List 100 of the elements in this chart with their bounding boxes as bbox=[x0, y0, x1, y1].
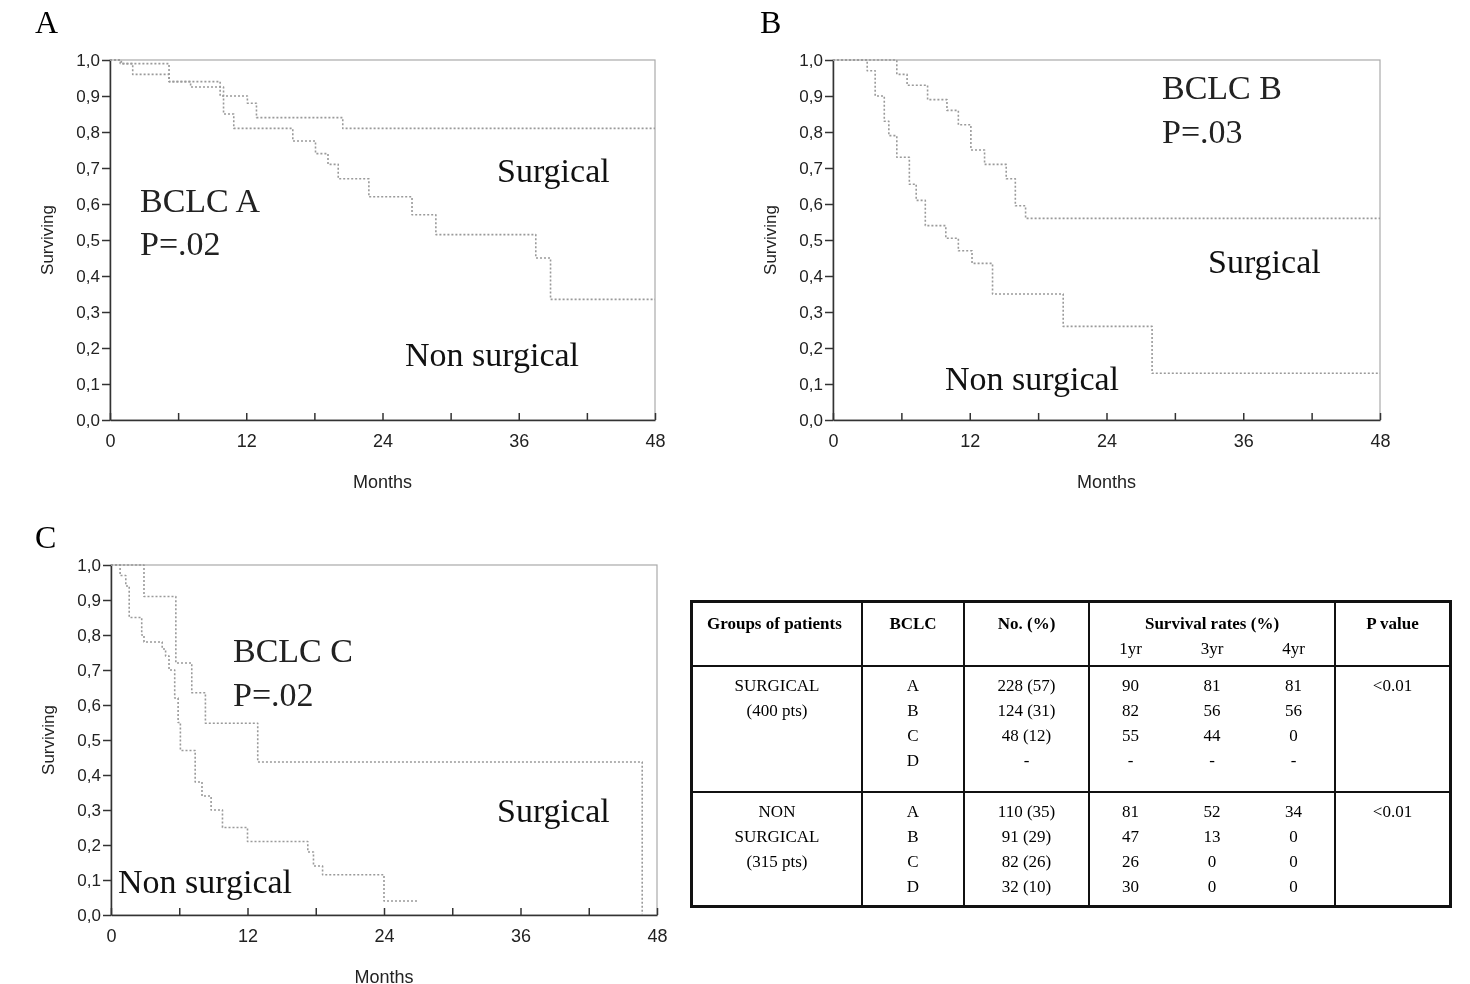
text: 0 bbox=[1207, 852, 1217, 871]
text: 124 (31) bbox=[997, 701, 1056, 720]
text: SURGICAL bbox=[734, 676, 820, 695]
text: 32 (10) bbox=[1001, 877, 1052, 896]
x-tick-label: 0 bbox=[105, 430, 116, 451]
y-tick-label: 0,2 bbox=[76, 338, 100, 358]
y-tick-label: 0,1 bbox=[799, 374, 823, 394]
y-tick-label: 1,0 bbox=[77, 555, 101, 575]
y-tick-label: 0,7 bbox=[799, 158, 823, 178]
y-axis-title: Surviving bbox=[761, 205, 780, 275]
x-tick-label: 12 bbox=[237, 925, 259, 946]
x-tick-label: 0 bbox=[106, 925, 117, 946]
text: 228 (57) bbox=[997, 676, 1056, 695]
y-tick-label: 0,3 bbox=[799, 302, 823, 322]
annotation: BCLC B bbox=[1162, 69, 1282, 106]
y-tick-label: 0,8 bbox=[77, 625, 101, 645]
x-tick-label: 0 bbox=[828, 430, 839, 451]
y-tick-label: 0,5 bbox=[76, 230, 100, 250]
x-axis-title: Months bbox=[1076, 472, 1137, 492]
y-tick-label: 0,6 bbox=[77, 695, 101, 715]
text: NON bbox=[758, 802, 796, 821]
text: 0 bbox=[1289, 726, 1298, 745]
y-tick-label: 0,0 bbox=[77, 905, 101, 925]
text: 0 bbox=[1207, 877, 1217, 896]
series-label: Non surgical bbox=[405, 336, 580, 373]
y-tick-label: 0,7 bbox=[76, 158, 100, 178]
text: 91 (29) bbox=[1001, 827, 1052, 846]
y-tick-label: 0,0 bbox=[799, 410, 823, 430]
text: D bbox=[906, 877, 920, 896]
text: 56 bbox=[1285, 701, 1302, 720]
y-tick-label: 0,0 bbox=[76, 410, 100, 430]
text: 0 bbox=[1289, 852, 1298, 871]
chart-title: C bbox=[35, 519, 57, 555]
x-tick-label: 48 bbox=[647, 925, 668, 946]
x-tick-label: 48 bbox=[645, 430, 666, 451]
y-tick-label: 0,8 bbox=[76, 122, 100, 142]
y-tick-label: 0,5 bbox=[77, 730, 101, 750]
y-tick-label: 0,4 bbox=[76, 266, 100, 286]
category-label: 1yr bbox=[1118, 638, 1143, 660]
annotation: BCLC C bbox=[233, 632, 353, 669]
text: B bbox=[907, 827, 919, 846]
y-tick-label: 1,0 bbox=[76, 50, 100, 70]
category-label: P value bbox=[1365, 613, 1420, 635]
x-tick-label: 48 bbox=[1370, 430, 1391, 451]
text: D bbox=[906, 751, 920, 770]
text: C bbox=[907, 852, 919, 871]
text: (315 pts) bbox=[746, 852, 808, 871]
y-tick-label: 0,6 bbox=[799, 194, 823, 214]
category-label: No. (%) bbox=[964, 601, 1089, 666]
text: <0.01 bbox=[1372, 802, 1413, 821]
y-axis-title: Surviving bbox=[38, 205, 57, 275]
category-label: 3yr bbox=[1199, 638, 1225, 660]
category-label: 4yr bbox=[1253, 636, 1335, 666]
chart-title: B bbox=[760, 4, 782, 40]
chart-title: A bbox=[35, 4, 59, 40]
text: - bbox=[1209, 751, 1215, 770]
x-tick-label: 24 bbox=[374, 925, 395, 946]
annotation: BCLC A bbox=[140, 182, 261, 219]
text: 48 (12) bbox=[1001, 726, 1052, 745]
text: Survival rates (%) bbox=[1089, 601, 1335, 636]
y-tick-label: 0,1 bbox=[76, 374, 100, 394]
series-label: Surgical bbox=[1208, 243, 1321, 280]
x-tick-label: 36 bbox=[1233, 430, 1254, 451]
y-tick-label: 0,6 bbox=[76, 194, 100, 214]
category-label: BCLC bbox=[862, 601, 964, 666]
y-tick-label: 0,4 bbox=[77, 765, 101, 785]
text: 0 bbox=[1289, 877, 1298, 896]
text: 110 (35) bbox=[997, 802, 1056, 821]
text: A bbox=[906, 802, 920, 821]
x-tick-label: 36 bbox=[510, 925, 532, 946]
y-tick-label: 0,2 bbox=[799, 338, 823, 358]
x-axis-title: Months bbox=[352, 472, 413, 492]
x-tick-label: 24 bbox=[372, 430, 394, 451]
text: 52 bbox=[1203, 802, 1221, 821]
series-label: Surgical bbox=[497, 152, 610, 189]
y-tick-label: 0,1 bbox=[77, 870, 101, 890]
x-tick-label: 36 bbox=[509, 430, 530, 451]
text: 13 bbox=[1203, 827, 1221, 846]
series-label: Non surgical bbox=[945, 360, 1120, 397]
text: (400 pts) bbox=[746, 701, 808, 720]
text: - bbox=[1127, 751, 1134, 770]
text: 30 bbox=[1122, 877, 1139, 896]
text: - bbox=[1023, 751, 1030, 770]
series-label: Non surgical bbox=[118, 863, 293, 900]
text: 55 bbox=[1122, 726, 1139, 745]
y-tick-label: 0,2 bbox=[77, 835, 101, 855]
text: 81 bbox=[1203, 676, 1221, 695]
annotation: P=.02 bbox=[140, 225, 221, 262]
text: 82 (26) bbox=[1001, 852, 1052, 871]
annotation: P=.03 bbox=[1162, 113, 1243, 150]
y-tick-label: 1,0 bbox=[799, 50, 823, 70]
y-tick-label: 0,5 bbox=[799, 230, 823, 250]
text: - bbox=[1290, 751, 1297, 770]
text: 81 bbox=[1285, 676, 1302, 695]
y-tick-label: 0,9 bbox=[76, 86, 100, 106]
text: A bbox=[906, 676, 920, 695]
text: SURGICAL bbox=[734, 827, 820, 846]
text: 34 bbox=[1285, 802, 1302, 821]
y-tick-label: 0,9 bbox=[77, 590, 101, 610]
y-tick-label: 0,7 bbox=[77, 660, 101, 680]
